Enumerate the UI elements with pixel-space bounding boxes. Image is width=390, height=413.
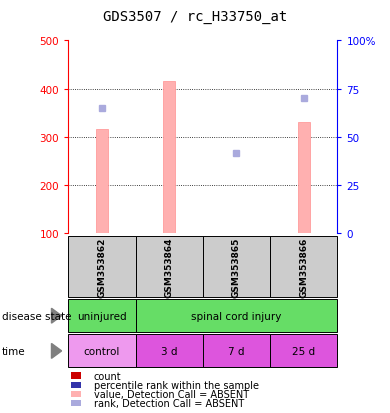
Text: 3 d: 3 d: [161, 346, 177, 356]
Bar: [96, 130, 108, 233]
Text: control: control: [84, 346, 120, 356]
Text: GSM353864: GSM353864: [165, 237, 174, 297]
Text: rank, Detection Call = ABSENT: rank, Detection Call = ABSENT: [94, 398, 244, 408]
Text: 7 d: 7 d: [228, 346, 245, 356]
Bar: [298, 123, 310, 233]
Text: uninjured: uninjured: [77, 311, 127, 321]
Text: spinal cord injury: spinal cord injury: [191, 311, 282, 321]
Text: 25 d: 25 d: [292, 346, 315, 356]
Text: GSM353862: GSM353862: [98, 237, 106, 297]
Text: percentile rank within the sample: percentile rank within the sample: [94, 380, 259, 390]
Bar: [163, 82, 175, 233]
Text: time: time: [2, 346, 26, 356]
Text: disease state: disease state: [2, 311, 71, 321]
Text: GSM353866: GSM353866: [299, 237, 308, 297]
Text: GDS3507 / rc_H33750_at: GDS3507 / rc_H33750_at: [103, 10, 287, 24]
Text: count: count: [94, 371, 121, 381]
Text: value, Detection Call = ABSENT: value, Detection Call = ABSENT: [94, 389, 249, 399]
Text: GSM353865: GSM353865: [232, 237, 241, 297]
